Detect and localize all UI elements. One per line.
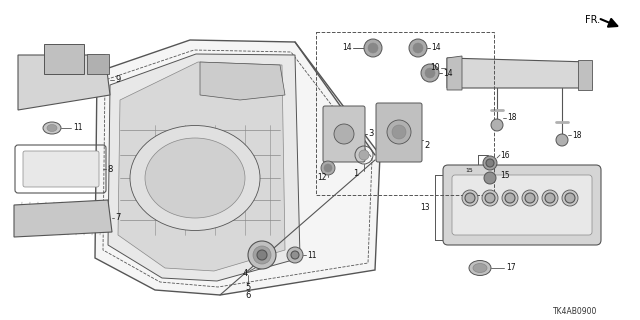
Text: 5: 5 — [245, 284, 251, 292]
Ellipse shape — [469, 260, 491, 276]
Text: 17: 17 — [506, 263, 516, 273]
FancyBboxPatch shape — [323, 106, 365, 162]
Circle shape — [465, 193, 475, 203]
Text: 16: 16 — [500, 150, 509, 159]
Circle shape — [484, 172, 496, 184]
FancyBboxPatch shape — [376, 103, 422, 162]
FancyBboxPatch shape — [87, 54, 109, 74]
Circle shape — [248, 241, 276, 269]
Circle shape — [413, 43, 423, 53]
Polygon shape — [14, 200, 112, 237]
Text: 18: 18 — [572, 131, 582, 140]
Circle shape — [542, 190, 558, 206]
Circle shape — [392, 125, 406, 139]
Circle shape — [483, 156, 497, 170]
Polygon shape — [18, 55, 110, 110]
Text: 2: 2 — [424, 140, 429, 149]
Circle shape — [485, 193, 495, 203]
Circle shape — [505, 193, 515, 203]
Text: 3: 3 — [368, 130, 373, 139]
Polygon shape — [447, 58, 592, 88]
Circle shape — [321, 161, 335, 175]
FancyBboxPatch shape — [44, 44, 84, 74]
Ellipse shape — [130, 125, 260, 230]
Ellipse shape — [473, 263, 487, 273]
Circle shape — [253, 246, 271, 264]
Circle shape — [491, 119, 503, 131]
Circle shape — [421, 64, 439, 82]
Text: FR.: FR. — [585, 15, 600, 25]
FancyBboxPatch shape — [452, 175, 592, 235]
Circle shape — [257, 250, 267, 260]
Circle shape — [522, 190, 538, 206]
Text: 12: 12 — [317, 173, 327, 182]
Text: 15: 15 — [465, 167, 473, 172]
Circle shape — [502, 190, 518, 206]
Polygon shape — [578, 60, 592, 90]
Text: 1: 1 — [353, 169, 358, 178]
Circle shape — [482, 190, 498, 206]
FancyBboxPatch shape — [443, 165, 601, 245]
Text: 9: 9 — [115, 76, 120, 84]
Circle shape — [409, 39, 427, 57]
FancyBboxPatch shape — [23, 151, 99, 187]
Circle shape — [425, 68, 435, 78]
Text: 7: 7 — [115, 213, 120, 222]
Text: 10: 10 — [430, 63, 440, 73]
Polygon shape — [95, 40, 380, 295]
Circle shape — [368, 43, 378, 53]
Circle shape — [287, 247, 303, 263]
Circle shape — [565, 193, 575, 203]
Polygon shape — [118, 62, 285, 271]
Text: 13: 13 — [420, 203, 430, 212]
Circle shape — [556, 134, 568, 146]
Polygon shape — [447, 56, 462, 90]
Text: 11: 11 — [307, 251, 317, 260]
Text: 14: 14 — [443, 68, 452, 77]
Polygon shape — [108, 54, 300, 281]
Circle shape — [364, 39, 382, 57]
Circle shape — [525, 193, 535, 203]
Circle shape — [545, 193, 555, 203]
Text: 18: 18 — [507, 114, 516, 123]
Circle shape — [462, 190, 478, 206]
Circle shape — [359, 150, 369, 160]
Text: 14: 14 — [431, 44, 440, 52]
Text: 8: 8 — [107, 164, 113, 173]
Circle shape — [486, 159, 494, 167]
Text: 4: 4 — [243, 268, 248, 277]
Ellipse shape — [43, 122, 61, 134]
Text: TK4AB0900: TK4AB0900 — [553, 307, 597, 316]
Circle shape — [334, 124, 354, 144]
Text: 14: 14 — [342, 44, 352, 52]
Circle shape — [324, 164, 332, 172]
Circle shape — [291, 251, 299, 259]
Ellipse shape — [47, 124, 57, 132]
Text: 15: 15 — [500, 171, 509, 180]
Polygon shape — [200, 62, 285, 100]
Text: 11: 11 — [73, 124, 83, 132]
Text: 6: 6 — [245, 292, 251, 300]
Circle shape — [562, 190, 578, 206]
Circle shape — [387, 120, 411, 144]
Ellipse shape — [145, 138, 245, 218]
